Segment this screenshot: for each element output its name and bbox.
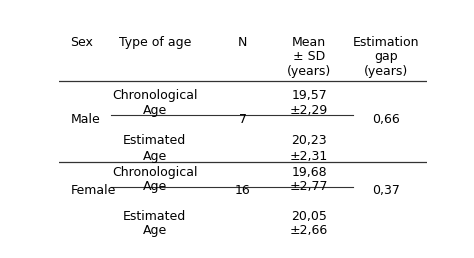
Text: Age: Age (143, 104, 167, 117)
Text: Estimated: Estimated (123, 134, 186, 148)
Text: Sex: Sex (70, 36, 93, 49)
Text: (years): (years) (364, 65, 408, 78)
Text: Age: Age (143, 224, 167, 237)
Text: 19,68: 19,68 (291, 166, 327, 180)
Text: Male: Male (70, 113, 100, 126)
Text: ±2,77: ±2,77 (290, 180, 328, 193)
Text: Type of age: Type of age (118, 36, 191, 49)
Text: Female: Female (70, 184, 116, 197)
Text: 20,05: 20,05 (291, 210, 327, 223)
Text: 7: 7 (239, 113, 247, 126)
Text: gap: gap (374, 50, 398, 63)
Text: Chronological: Chronological (112, 166, 198, 180)
Text: 16: 16 (235, 184, 251, 197)
Text: Estimated: Estimated (123, 210, 186, 223)
Text: ±2,66: ±2,66 (290, 224, 328, 237)
Text: (years): (years) (287, 65, 331, 78)
Text: Mean: Mean (292, 36, 326, 49)
Text: ±2,29: ±2,29 (290, 104, 328, 117)
Text: ±2,31: ±2,31 (290, 150, 328, 163)
Text: 20,23: 20,23 (291, 134, 327, 148)
Text: Chronological: Chronological (112, 89, 198, 102)
Text: Age: Age (143, 150, 167, 163)
Text: 0,37: 0,37 (372, 184, 400, 197)
Text: 19,57: 19,57 (291, 89, 327, 102)
Text: 0,66: 0,66 (372, 113, 400, 126)
Text: N: N (238, 36, 247, 49)
Text: Estimation: Estimation (353, 36, 419, 49)
Text: Age: Age (143, 180, 167, 193)
Text: ± SD: ± SD (293, 50, 325, 63)
